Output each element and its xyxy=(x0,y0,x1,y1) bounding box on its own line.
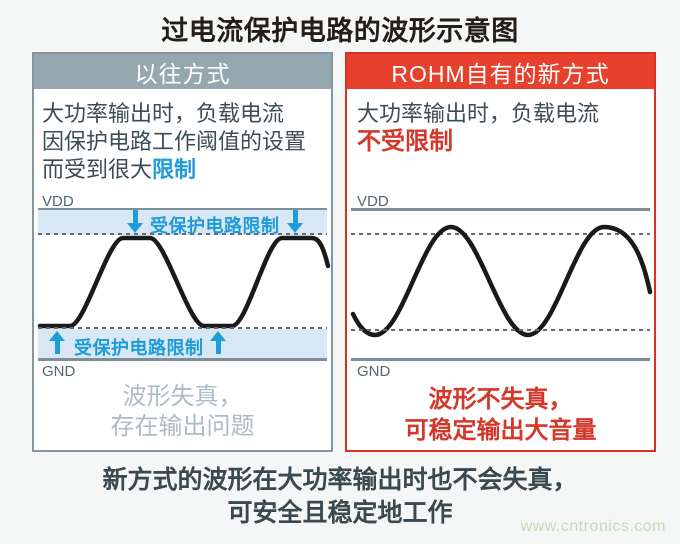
panel-new-description: 大功率输出时，负载电流 不受限制 xyxy=(357,100,648,156)
panel-new-method: ROHM自有的新方式 大功率输出时，负载电流 不受限制 VDD GND 波形不失… xyxy=(345,52,656,452)
limit-arrow-up-icon xyxy=(49,331,65,354)
unlimited-highlight: 不受限制 xyxy=(357,128,453,155)
page-title: 过电流保护电路的波形示意图 xyxy=(161,16,519,46)
desc-line: 不受限制 xyxy=(357,128,648,156)
vdd-label: VDD xyxy=(357,193,389,210)
bottom-clip-band xyxy=(38,329,327,358)
gnd-label: GND xyxy=(357,363,391,380)
desc-line: 因保护电路工作阈值的设置 xyxy=(42,129,307,154)
vdd-line xyxy=(351,208,650,211)
vdd-label: VDD xyxy=(42,193,74,210)
top-clip-band xyxy=(38,210,327,235)
limit-arrow-down-icon xyxy=(287,210,303,233)
old-method-result: 波形失真， 存在输出问题 xyxy=(110,383,255,440)
bottom-caption: 新方式的波形在大功率输出时也不会失真， 可安全且稳定地工作 xyxy=(102,466,578,527)
top-threshold-dashed-line xyxy=(351,233,650,235)
gnd-line xyxy=(351,358,650,361)
vdd-line xyxy=(38,208,327,211)
watermark-url: www.cntronics.com xyxy=(520,518,666,535)
bottom-clip-dashed-line xyxy=(38,327,327,329)
gnd-label: GND xyxy=(42,363,76,380)
bottom-threshold-dashed-line xyxy=(351,329,650,331)
desc-line: 大功率输出时，负载电流 xyxy=(42,101,285,126)
panel-old-header: 以往方式 xyxy=(34,54,331,89)
bottom-band-label: 受保护电路限制 xyxy=(74,338,204,358)
limited-highlight: 限制 xyxy=(152,157,197,182)
top-clip-dashed-line xyxy=(38,233,327,235)
new-method-result: 波形不失真， 可稳定输出大音量 xyxy=(404,386,597,444)
panel-old-method: 以往方式 大功率输出时，负载电流 因保护电路工作阈值的设置 而受到很大限制 VD… xyxy=(32,52,333,452)
limit-arrow-up-icon xyxy=(210,331,226,354)
desc-line: 大功率输出时，负载电流 xyxy=(357,101,600,126)
gnd-line xyxy=(38,358,327,361)
panel-old-description: 大功率输出时，负载电流 因保护电路工作阈值的设置 而受到很大限制 xyxy=(42,100,325,184)
limit-arrow-down-icon xyxy=(127,210,143,233)
top-band-label: 受保护电路限制 xyxy=(150,216,280,236)
desc-line: 而受到很大限制 xyxy=(42,157,197,182)
panel-new-header: ROHM自有的新方式 xyxy=(347,54,654,89)
